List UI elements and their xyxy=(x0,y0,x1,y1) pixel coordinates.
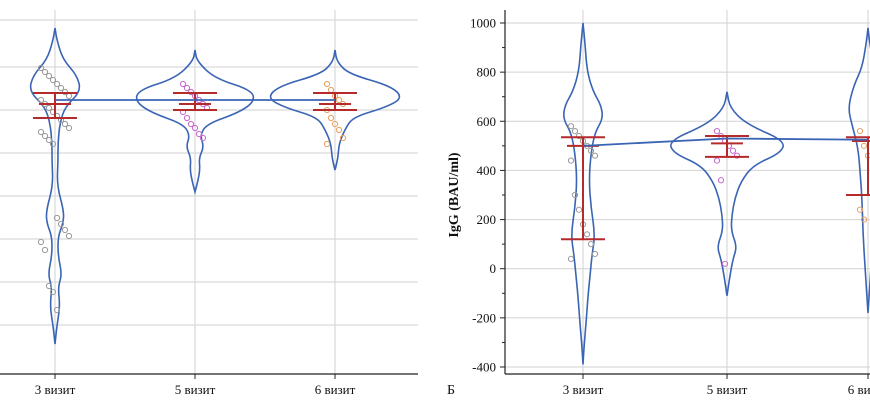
y-tick-label-0: -400 xyxy=(472,360,496,375)
x-tick-label-1: 3 визит xyxy=(563,382,604,397)
data-point xyxy=(41,132,49,140)
data-point xyxy=(335,96,343,104)
violin-2 xyxy=(135,49,255,196)
data-point xyxy=(65,124,73,132)
data-point xyxy=(199,134,207,142)
data-point xyxy=(37,128,45,136)
violin-3 xyxy=(848,27,870,313)
data-point xyxy=(587,241,595,248)
data-point xyxy=(57,84,65,92)
y-tick-label-5: 600 xyxy=(477,114,497,129)
x-tick-label-1: 3 визит xyxy=(35,382,76,397)
left-violin-panel: 3 визит 5 визит 6 визит xyxy=(0,10,418,397)
data-point xyxy=(713,157,721,164)
data-point xyxy=(587,147,595,154)
violin-1 xyxy=(29,27,81,345)
data-point xyxy=(49,288,57,296)
y-axis-title: IgG (BAU/ml) xyxy=(447,152,462,238)
data-point xyxy=(860,216,868,223)
data-point xyxy=(53,306,61,314)
data-point xyxy=(327,86,335,94)
data-point xyxy=(61,226,69,234)
data-point xyxy=(583,231,591,238)
data-point xyxy=(575,132,583,140)
data-point xyxy=(339,134,347,142)
data-point xyxy=(591,152,599,159)
data-point xyxy=(191,124,199,132)
data-point xyxy=(195,130,203,138)
data-point xyxy=(323,140,331,148)
data-point xyxy=(57,220,65,228)
data-point xyxy=(323,80,331,88)
data-point xyxy=(53,80,61,88)
data-point xyxy=(856,206,864,213)
data-point xyxy=(45,136,53,144)
data-point xyxy=(183,114,191,122)
data-point xyxy=(179,80,187,88)
violin-1 xyxy=(563,22,603,365)
data-point xyxy=(45,72,53,80)
data-point xyxy=(65,232,73,240)
data-point xyxy=(53,214,61,222)
data-point xyxy=(567,157,575,164)
panel-letter: Б xyxy=(447,383,455,398)
data-point xyxy=(856,128,864,135)
data-point xyxy=(729,147,737,154)
violin-2 xyxy=(670,91,784,296)
data-point xyxy=(187,120,195,128)
data-point xyxy=(571,191,579,199)
data-point xyxy=(61,120,69,128)
x-tick-label-3: 6 визит xyxy=(848,382,870,397)
data-point xyxy=(713,128,721,135)
data-point xyxy=(567,123,575,130)
data-point xyxy=(37,96,45,104)
data-point xyxy=(591,250,599,258)
y-tick-label-7: 1000 xyxy=(470,16,496,31)
y-tick-label-1: -200 xyxy=(472,310,496,325)
x-tick-label-2: 5 визит xyxy=(175,382,216,397)
data-point xyxy=(41,68,49,76)
data-point xyxy=(41,246,49,254)
y-tick-label-4: 400 xyxy=(477,163,497,178)
data-point xyxy=(575,206,583,213)
x-tick-label-2: 5 визит xyxy=(707,382,748,397)
data-point xyxy=(717,177,725,184)
data-point xyxy=(860,142,868,149)
y-tick-label-2: 0 xyxy=(490,261,497,276)
data-point xyxy=(49,76,57,84)
data-point xyxy=(37,238,45,246)
data-point xyxy=(327,114,335,122)
data-point xyxy=(331,120,339,128)
data-point xyxy=(183,84,191,92)
data-point xyxy=(37,64,45,72)
right-violin-panel: -400 -200 0 200 400 600 800 1000 3 визит 5 визит 6… xyxy=(447,10,870,398)
data-point xyxy=(45,282,53,290)
mean-line xyxy=(582,137,869,147)
violin-3 xyxy=(269,49,401,171)
data-point xyxy=(571,128,579,135)
data-point xyxy=(65,92,73,100)
data-point xyxy=(733,152,741,159)
data-point xyxy=(49,140,57,148)
data-point xyxy=(567,255,575,262)
data-point xyxy=(45,104,53,112)
y-tick-label-3: 200 xyxy=(477,212,497,227)
data-point xyxy=(335,126,343,134)
x-tick-label-3: 6 визит xyxy=(315,382,356,397)
data-point xyxy=(721,260,729,267)
y-tick-label-6: 800 xyxy=(477,65,497,80)
